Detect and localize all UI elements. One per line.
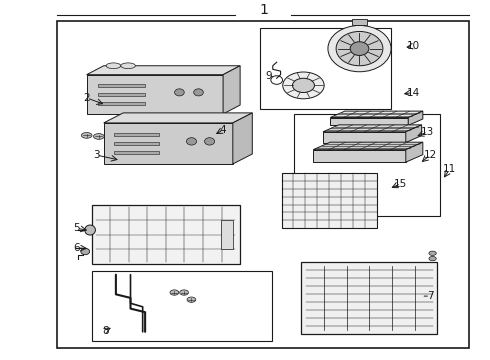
Text: 3: 3	[93, 150, 99, 160]
Ellipse shape	[106, 63, 121, 69]
Ellipse shape	[187, 297, 196, 302]
Bar	[301, 262, 438, 334]
Text: 15: 15	[394, 179, 408, 189]
Circle shape	[204, 138, 215, 145]
Text: 5: 5	[74, 223, 80, 233]
Circle shape	[336, 31, 383, 66]
Circle shape	[194, 89, 203, 96]
Bar	[57, 21, 469, 348]
Polygon shape	[408, 111, 423, 125]
Text: 13: 13	[421, 127, 434, 137]
Text: 14: 14	[407, 87, 420, 98]
Ellipse shape	[81, 248, 90, 255]
Ellipse shape	[170, 290, 179, 295]
Text: 12: 12	[423, 150, 437, 160]
Bar	[114, 151, 159, 154]
Ellipse shape	[283, 72, 324, 99]
Polygon shape	[323, 132, 406, 143]
Bar	[98, 93, 146, 96]
Text: 6: 6	[74, 243, 80, 253]
Text: 2: 2	[83, 93, 90, 103]
Circle shape	[187, 138, 196, 145]
Ellipse shape	[121, 63, 135, 69]
Ellipse shape	[81, 132, 92, 138]
Bar	[92, 271, 272, 341]
Bar	[294, 114, 440, 216]
Bar	[282, 173, 376, 228]
Text: 9: 9	[265, 72, 271, 81]
Bar	[220, 220, 233, 249]
Polygon shape	[223, 66, 240, 114]
Ellipse shape	[85, 225, 96, 235]
Ellipse shape	[180, 290, 189, 295]
Polygon shape	[87, 66, 240, 75]
Polygon shape	[104, 123, 233, 164]
Polygon shape	[313, 150, 406, 162]
Bar	[114, 133, 159, 136]
Text: 11: 11	[443, 164, 456, 174]
Ellipse shape	[429, 256, 436, 261]
Bar	[98, 85, 146, 87]
Ellipse shape	[293, 78, 315, 93]
Bar	[260, 28, 391, 109]
Text: 7: 7	[427, 291, 434, 301]
Ellipse shape	[429, 251, 436, 255]
Polygon shape	[406, 142, 423, 162]
Polygon shape	[330, 111, 423, 117]
Circle shape	[350, 42, 369, 55]
Text: 4: 4	[220, 125, 226, 135]
Polygon shape	[323, 125, 421, 132]
Text: 10: 10	[407, 41, 419, 51]
Circle shape	[174, 89, 184, 96]
Bar	[92, 205, 240, 264]
Ellipse shape	[94, 134, 104, 139]
Polygon shape	[330, 117, 408, 125]
Polygon shape	[87, 75, 223, 114]
Polygon shape	[406, 125, 421, 143]
Text: 1: 1	[259, 3, 268, 17]
Bar	[114, 142, 159, 145]
Bar	[352, 19, 367, 26]
Circle shape	[328, 26, 391, 72]
Text: 8: 8	[102, 326, 108, 336]
Bar	[98, 102, 146, 104]
Polygon shape	[233, 113, 252, 164]
Polygon shape	[104, 113, 252, 123]
Polygon shape	[313, 142, 423, 150]
